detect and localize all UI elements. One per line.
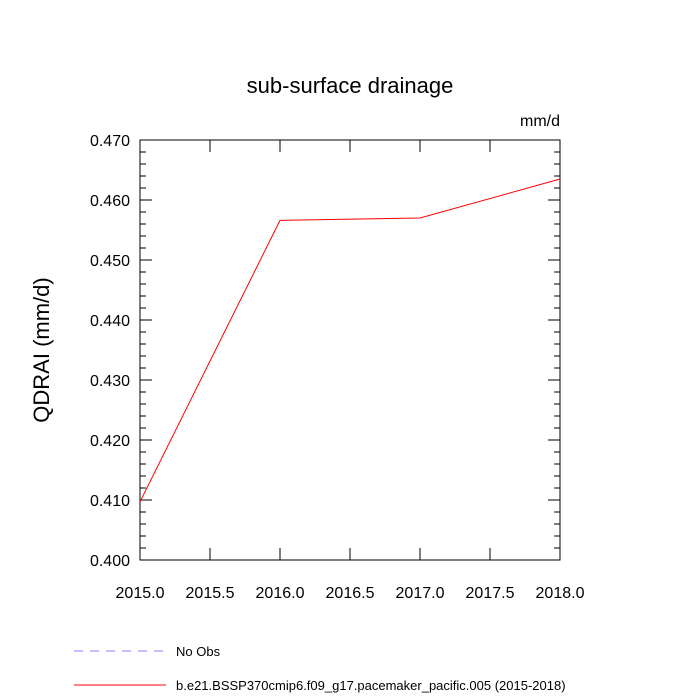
y-tick-label: 0.440 bbox=[90, 313, 130, 330]
series-lines bbox=[139, 178, 561, 503]
x-tick-label: 2015.0 bbox=[116, 585, 165, 602]
series-line bbox=[139, 178, 561, 503]
units-label: mm/d bbox=[520, 113, 560, 130]
x-tick-label: 2016.5 bbox=[326, 585, 375, 602]
y-tick-label: 0.410 bbox=[90, 493, 130, 510]
legend-label: b.e21.BSSP370cmip6.f09_g17.pacemaker_pac… bbox=[176, 678, 566, 693]
x-tick-labels: 2015.0 2015.5 2016.0 2016.5 2017.0 2017.5 2018… bbox=[116, 585, 585, 602]
plot-frame bbox=[139, 139, 561, 561]
x-tick-label: 2016.0 bbox=[256, 585, 305, 602]
x-tick-label: 2017.5 bbox=[466, 585, 515, 602]
legend-label: No Obs bbox=[176, 644, 221, 659]
y-tick-label: 0.460 bbox=[90, 193, 130, 210]
x-tick-label: 2015.5 bbox=[186, 585, 235, 602]
legend: No Obs b.e21.BSSP370cmip6.f09_g17.pacemak… bbox=[74, 644, 566, 693]
y-tick-label: 0.430 bbox=[90, 373, 130, 390]
y-tick-label: 0.420 bbox=[90, 433, 130, 450]
y-tick-label: 0.450 bbox=[90, 253, 130, 270]
chart-title: sub-surface drainage bbox=[247, 73, 454, 98]
y-axis-title: QDRAI (mm/d) bbox=[29, 277, 54, 422]
y-tick-label: 0.400 bbox=[90, 553, 130, 570]
x-tick-label: 2017.0 bbox=[396, 585, 445, 602]
y-tick-label: 0.470 bbox=[90, 133, 130, 150]
x-tick-label: 2018.0 bbox=[536, 585, 585, 602]
y-tick-labels: 0.400 0.410 0.420 0.430 0.440 0.450 0.460 0.470 bbox=[90, 133, 130, 570]
axis-ticks bbox=[139, 139, 561, 561]
